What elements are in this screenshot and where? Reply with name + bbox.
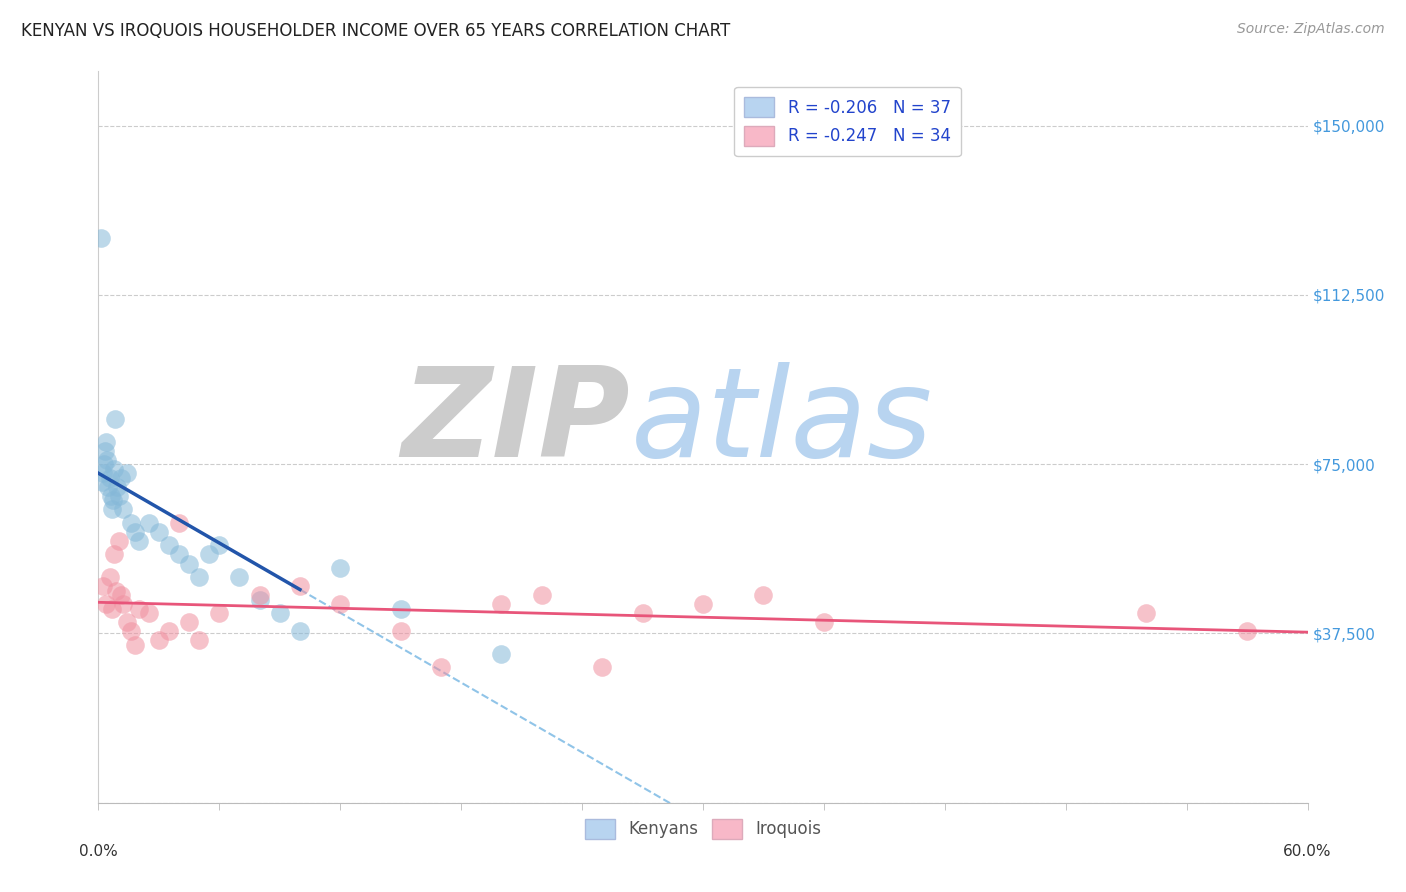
Point [96,452,118,467]
Point [692,597,714,611]
Point [1236,624,1258,639]
Point [138,606,160,620]
Point [103,412,125,426]
Point [249,588,271,602]
Point [100,489,122,503]
Point [93,457,115,471]
Point [148,524,170,539]
Text: KENYAN VS IROQUOIS HOUSEHOLDER INCOME OVER 65 YEARS CORRELATION CHART: KENYAN VS IROQUOIS HOUSEHOLDER INCOME OV… [21,22,730,40]
Text: 0.0%: 0.0% [79,845,118,860]
Point [208,538,231,552]
Point [752,588,775,602]
Text: 60.0%: 60.0% [1284,845,1331,860]
Point [208,606,231,620]
Point [101,493,124,508]
Point [179,615,201,630]
Point [98,471,121,485]
Point [97,480,120,494]
Point [269,606,291,620]
Point [631,606,654,620]
Point [389,601,412,615]
Point [120,516,142,530]
Point [329,597,352,611]
Point [110,471,132,485]
Point [1135,606,1157,620]
Point [491,647,513,661]
Point [107,533,129,548]
Point [110,588,132,602]
Point [96,597,118,611]
Point [91,475,114,490]
Point [148,633,170,648]
Point [94,443,117,458]
Point [128,601,150,615]
Point [249,592,271,607]
Point [103,461,125,475]
Point [93,466,115,480]
Point [100,601,122,615]
Point [100,502,122,516]
Point [115,615,138,630]
Point [138,516,160,530]
Point [120,624,142,639]
Point [111,597,134,611]
Point [288,579,311,593]
Text: Source: ZipAtlas.com: Source: ZipAtlas.com [1237,22,1385,37]
Point [188,633,211,648]
Point [329,561,352,575]
Point [105,480,128,494]
Point [157,624,180,639]
Point [228,570,250,584]
Text: ZIP: ZIP [402,362,630,483]
Legend: Kenyans, Iroquois: Kenyans, Iroquois [578,812,828,846]
Point [389,624,412,639]
Point [491,597,513,611]
Point [90,231,112,245]
Point [103,548,125,562]
Point [124,638,146,652]
Text: atlas: atlas [630,362,932,483]
Point [167,548,190,562]
Point [128,533,150,548]
Point [591,660,613,674]
Point [198,548,221,562]
Point [430,660,453,674]
Point [124,524,146,539]
Point [107,489,129,503]
Point [157,538,180,552]
Point [115,466,138,480]
Point [104,583,127,598]
Point [98,570,121,584]
Point [288,624,311,639]
Point [111,502,134,516]
Point [813,615,835,630]
Point [188,570,211,584]
Point [179,557,201,571]
Point [167,516,190,530]
Point [530,588,553,602]
Point [96,434,118,449]
Point [93,579,115,593]
